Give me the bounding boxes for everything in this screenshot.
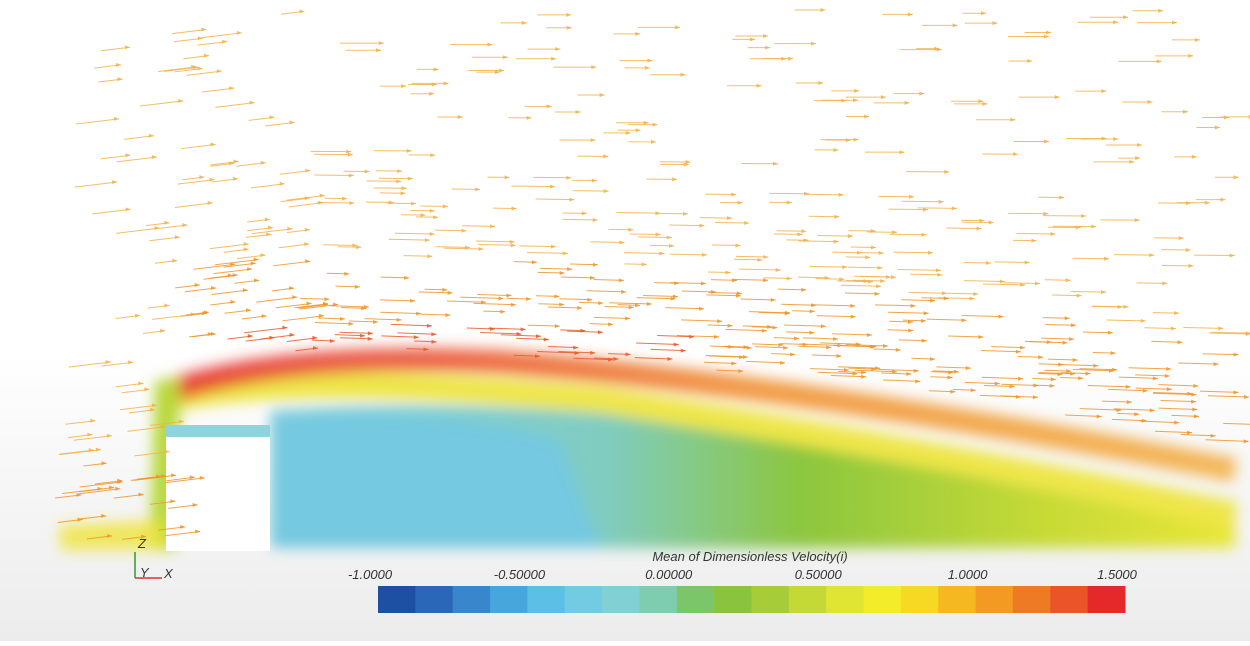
legend-swatch [677, 586, 715, 613]
legend-tick-label: 0.00000 [645, 567, 693, 582]
vector-shaft [617, 213, 661, 214]
legend-swatch [752, 586, 790, 613]
legend-tick-label: -1.0000 [348, 567, 393, 582]
axis-label: X [163, 566, 174, 581]
legend-tick-label: 0.50000 [795, 567, 843, 582]
vector-shaft [995, 262, 1030, 263]
axis-label: Y [140, 565, 150, 580]
legend-swatch [378, 586, 416, 613]
legend-swatch [789, 586, 827, 613]
vector-shaft [536, 199, 575, 200]
legend-swatch [901, 586, 939, 613]
legend-swatch [639, 586, 677, 613]
vector-shaft [1071, 291, 1106, 292]
vector-shaft [669, 225, 704, 226]
vector-shaft [817, 236, 853, 237]
legend-swatch [864, 586, 902, 613]
legend-swatch [976, 586, 1014, 613]
vector-shaft [563, 219, 598, 220]
vector-shaft [591, 242, 625, 243]
legend-swatch [490, 586, 528, 613]
legend-swatch [1050, 586, 1088, 613]
legend-swatch [714, 586, 752, 613]
body: Y X Z Mean of Dimensionless Velocity(i) … [0, 0, 1250, 641]
legend-swatch [453, 586, 491, 613]
legend-tick-label: -0.50000 [494, 567, 546, 582]
vector-shaft [1072, 258, 1109, 259]
vector-shaft [1114, 255, 1154, 256]
page: Mean of Dimensionless Velocity {"colorba… [0, 0, 1250, 641]
inflow-base [60, 520, 165, 550]
legend-swatch [415, 586, 453, 613]
step-top [166, 425, 270, 437]
visualization: Y X Z Mean of Dimensionless Velocity(i) … [0, 0, 1250, 641]
legend-swatch [826, 586, 864, 613]
legend-swatch [1088, 586, 1126, 613]
vector-shaft [715, 223, 749, 224]
legend-tick-label: 1.5000 [1097, 567, 1138, 582]
legend-tick-label: 1.0000 [948, 567, 989, 582]
legend-swatch [938, 586, 976, 613]
vector-shaft [893, 252, 933, 253]
legend-swatch [602, 586, 640, 613]
legend-swatch [1013, 586, 1051, 613]
vector-shaft [638, 237, 672, 238]
vector-shaft [511, 186, 555, 187]
legend-swatch [565, 586, 603, 613]
vector-shaft [890, 234, 927, 235]
legend-title: Mean of Dimensionless Velocity(i) [652, 549, 847, 564]
legend-swatch [527, 586, 565, 613]
axis-label: Z [137, 536, 147, 551]
